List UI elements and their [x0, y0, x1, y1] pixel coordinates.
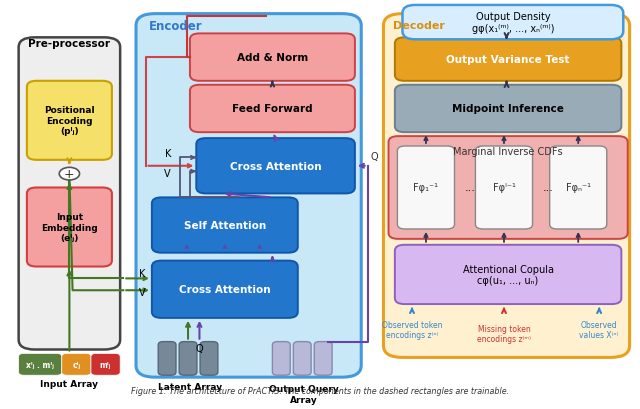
Text: Figure 1: The architecture of PrACTiS. The components in the dashed rectangles a: Figure 1: The architecture of PrACTiS. T…	[131, 386, 509, 395]
FancyBboxPatch shape	[19, 38, 120, 350]
FancyBboxPatch shape	[395, 85, 621, 133]
FancyBboxPatch shape	[19, 354, 62, 375]
Text: Feed Forward: Feed Forward	[232, 104, 313, 114]
Text: Self Attention: Self Attention	[184, 220, 266, 231]
Text: Marginal Inverse CDFs: Marginal Inverse CDFs	[453, 147, 563, 157]
Text: Fφᴵ⁻¹: Fφᴵ⁻¹	[493, 183, 515, 193]
FancyBboxPatch shape	[397, 147, 454, 229]
FancyBboxPatch shape	[158, 342, 176, 375]
Text: Output Density
gφ(x₁⁽ᵐ⁾, ..., xₙ⁽ᵐ⁾): Output Density gφ(x₁⁽ᵐ⁾, ..., xₙ⁽ᵐ⁾)	[472, 12, 554, 34]
Text: Latent Array: Latent Array	[157, 382, 221, 391]
FancyBboxPatch shape	[314, 342, 332, 375]
Text: Decoder: Decoder	[393, 20, 445, 31]
FancyBboxPatch shape	[152, 261, 298, 318]
Text: ...: ...	[543, 183, 554, 193]
FancyBboxPatch shape	[190, 85, 355, 133]
Text: Positional
Encoding
(pᴵⱼ): Positional Encoding (pᴵⱼ)	[44, 106, 95, 136]
Text: xᴵⱼ . mᴵⱼ: xᴵⱼ . mᴵⱼ	[26, 360, 54, 369]
Text: Attentional Copula
cφ(u₁, ..., uₙ): Attentional Copula cφ(u₁, ..., uₙ)	[463, 264, 554, 285]
Text: Add & Norm: Add & Norm	[237, 53, 308, 63]
Text: K: K	[164, 148, 171, 158]
FancyBboxPatch shape	[62, 354, 91, 375]
Text: cᴵⱼ: cᴵⱼ	[72, 360, 81, 369]
Text: Input
Embedding
(eᴵⱼ): Input Embedding (eᴵⱼ)	[41, 213, 98, 242]
FancyBboxPatch shape	[27, 82, 112, 160]
Text: Pre-processor: Pre-processor	[28, 39, 110, 49]
FancyBboxPatch shape	[395, 38, 621, 82]
FancyBboxPatch shape	[293, 342, 311, 375]
FancyBboxPatch shape	[136, 15, 361, 377]
FancyBboxPatch shape	[395, 245, 621, 304]
Circle shape	[60, 168, 79, 180]
Text: Q: Q	[196, 343, 204, 353]
Text: mᴵⱼ: mᴵⱼ	[100, 360, 111, 369]
Text: V: V	[164, 169, 171, 179]
Text: V: V	[139, 288, 146, 297]
Text: Input Array: Input Array	[40, 379, 99, 388]
FancyBboxPatch shape	[27, 188, 112, 267]
Text: K: K	[139, 269, 145, 279]
Text: Output Variance Test: Output Variance Test	[446, 55, 570, 65]
Text: Fφₙ⁻¹: Fφₙ⁻¹	[566, 183, 591, 193]
Text: Fφ₁⁻¹: Fφ₁⁻¹	[413, 183, 438, 193]
FancyBboxPatch shape	[388, 137, 628, 239]
Text: Observed token
encodings z⁽ᵒ⁾: Observed token encodings z⁽ᵒ⁾	[381, 320, 442, 339]
FancyBboxPatch shape	[152, 198, 298, 253]
FancyBboxPatch shape	[91, 354, 120, 375]
FancyBboxPatch shape	[383, 15, 630, 357]
Text: Midpoint Inference: Midpoint Inference	[452, 104, 564, 114]
FancyBboxPatch shape	[476, 147, 532, 229]
Text: Observed
values X⁽ᵒ⁾: Observed values X⁽ᵒ⁾	[579, 320, 619, 339]
FancyBboxPatch shape	[403, 6, 623, 40]
FancyBboxPatch shape	[550, 147, 607, 229]
Text: Encoder: Encoder	[148, 20, 202, 33]
Text: Cross Attention: Cross Attention	[230, 162, 321, 171]
FancyBboxPatch shape	[179, 342, 197, 375]
FancyBboxPatch shape	[273, 342, 290, 375]
Text: Output Query
Array: Output Query Array	[269, 384, 339, 404]
FancyBboxPatch shape	[196, 139, 355, 194]
FancyBboxPatch shape	[190, 34, 355, 82]
Text: Missing token
encodings z⁽ᵐ⁾: Missing token encodings z⁽ᵐ⁾	[477, 324, 531, 344]
Text: ...: ...	[465, 183, 476, 193]
Text: +: +	[64, 168, 75, 181]
Text: Q: Q	[370, 151, 378, 162]
Text: Cross Attention: Cross Attention	[179, 285, 271, 294]
FancyBboxPatch shape	[200, 342, 218, 375]
